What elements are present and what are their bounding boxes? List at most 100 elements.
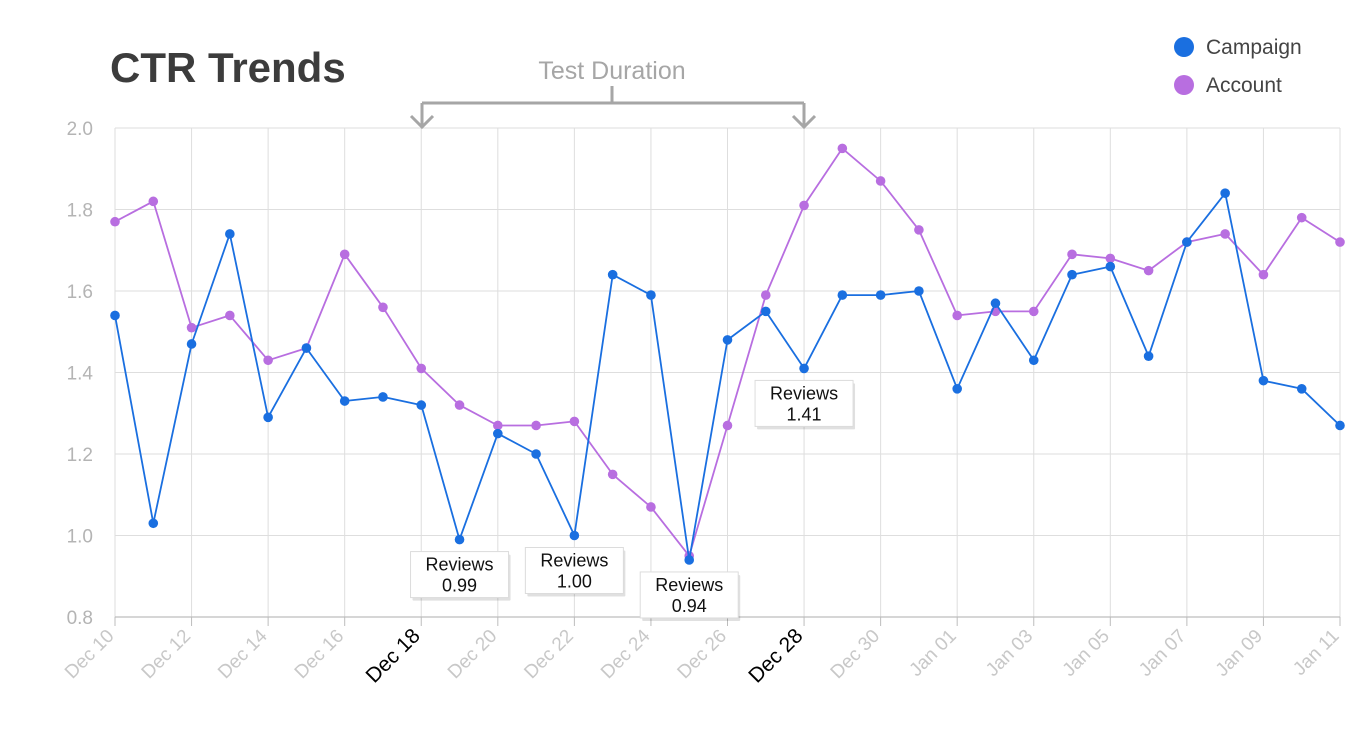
x-tick-label-dec-18: Dec 18 — [361, 624, 424, 687]
account-point[interactable] — [1067, 249, 1077, 260]
account-point[interactable] — [148, 196, 159, 207]
account-point[interactable] — [531, 420, 541, 431]
campaign-point[interactable] — [1105, 261, 1116, 272]
campaign-point[interactable] — [378, 392, 388, 402]
account-point[interactable] — [378, 302, 388, 313]
series-campaign — [110, 188, 1345, 565]
test-duration-bracket: Test Duration — [409, 57, 817, 130]
y-axis: 0.8 1.0 1.2 1.4 1.6 1.8 2.0 — [67, 119, 94, 629]
campaign-point[interactable] — [569, 530, 580, 541]
legend-label-account: Account — [1206, 74, 1282, 97]
annotation-box — [410, 551, 510, 599]
account-point[interactable] — [1220, 229, 1230, 239]
campaign-point[interactable] — [148, 518, 159, 529]
annotation-label: Reviews — [770, 383, 838, 403]
annotation-box — [754, 379, 854, 427]
legend: Campaign Account — [1174, 36, 1302, 97]
x-tick-label-dec-20: Dec 20 — [444, 626, 501, 683]
annotation-value: 0.99 — [442, 576, 477, 596]
campaign-point[interactable] — [1296, 384, 1307, 394]
account-point[interactable] — [760, 290, 771, 300]
y-tick-label: 2.0 — [67, 119, 93, 140]
account-point[interactable] — [263, 355, 273, 366]
account-point[interactable] — [186, 322, 197, 333]
annotation-box — [524, 547, 624, 594]
campaign-point[interactable] — [1220, 188, 1230, 198]
series-group — [110, 143, 1345, 565]
account-point[interactable] — [569, 416, 580, 427]
x-tick-label-dec-22: Dec 22 — [520, 626, 577, 683]
annotation-value: 0.94 — [672, 596, 707, 616]
account-point[interactable] — [799, 200, 809, 211]
x-tick-label-dec-10: Dec 10 — [61, 626, 118, 683]
account-point[interactable] — [1105, 253, 1116, 264]
account-point[interactable] — [416, 363, 427, 374]
campaign-point[interactable] — [301, 343, 312, 353]
account-point[interactable] — [722, 420, 733, 431]
campaign-point[interactable] — [722, 335, 733, 345]
account-point[interactable] — [339, 249, 350, 260]
campaign-point[interactable] — [607, 269, 618, 280]
campaign-point[interactable] — [684, 555, 695, 565]
account-point[interactable] — [1335, 237, 1345, 247]
campaign-point[interactable] — [225, 229, 235, 239]
campaign-point[interactable] — [263, 412, 273, 423]
campaign-point[interactable] — [493, 428, 503, 439]
account-point[interactable] — [110, 216, 120, 227]
annotation-value: 1.41 — [787, 404, 822, 424]
legend-marker-account — [1174, 75, 1194, 95]
campaign-point[interactable] — [110, 310, 120, 321]
campaign-point[interactable] — [837, 290, 848, 300]
campaign-point[interactable] — [799, 363, 809, 374]
account-point[interactable] — [225, 310, 235, 321]
account-point[interactable] — [493, 420, 503, 431]
campaign-point[interactable] — [1143, 351, 1154, 362]
campaign-point[interactable] — [339, 396, 350, 406]
campaign-point[interactable] — [454, 534, 465, 545]
campaign-point[interactable] — [990, 298, 1001, 309]
campaign-point[interactable] — [1067, 269, 1077, 280]
account-point[interactable] — [914, 225, 924, 235]
annotation-label: Reviews — [426, 555, 494, 575]
y-tick-label: 1.4 — [67, 364, 94, 385]
account-point[interactable] — [1028, 306, 1039, 317]
campaign-point[interactable] — [914, 286, 924, 296]
legend-item-campaign[interactable]: Campaign — [1174, 36, 1302, 59]
campaign-point[interactable] — [186, 339, 197, 349]
legend-label-campaign: Campaign — [1206, 36, 1302, 59]
campaign-point[interactable] — [416, 400, 427, 410]
bracket-line — [409, 86, 817, 130]
campaign-point[interactable] — [1028, 355, 1039, 366]
account-point[interactable] — [1296, 212, 1307, 223]
account-point[interactable] — [646, 502, 656, 512]
y-tick-label: 0.8 — [67, 608, 93, 629]
account-point[interactable] — [607, 469, 618, 480]
x-tick-label-dec-12: Dec 12 — [138, 626, 195, 683]
campaign-point[interactable] — [531, 449, 541, 459]
account-point[interactable] — [952, 310, 962, 321]
account-point[interactable] — [454, 400, 465, 410]
series-account — [110, 143, 1345, 561]
legend-item-account[interactable]: Account — [1174, 74, 1282, 97]
campaign-point[interactable] — [646, 290, 656, 300]
grid — [114, 127, 1341, 618]
campaign-point[interactable] — [1335, 420, 1345, 431]
campaign-point[interactable] — [952, 384, 962, 394]
legend-marker-campaign — [1174, 37, 1194, 57]
x-tick-label-jan-03: Jan 03 — [982, 626, 1037, 681]
campaign-point[interactable] — [1258, 375, 1269, 386]
campaign-point[interactable] — [760, 306, 771, 317]
annotation-value: 1.00 — [557, 572, 592, 592]
account-point[interactable] — [1258, 269, 1269, 280]
campaign-point[interactable] — [1182, 237, 1192, 247]
campaign-point[interactable] — [875, 290, 886, 300]
account-point[interactable] — [1143, 265, 1154, 276]
account-point[interactable] — [837, 143, 848, 154]
account-point[interactable] — [875, 176, 886, 186]
y-tick-label: 1.8 — [67, 201, 93, 222]
x-tick-label-dec-24: Dec 24 — [597, 625, 655, 683]
